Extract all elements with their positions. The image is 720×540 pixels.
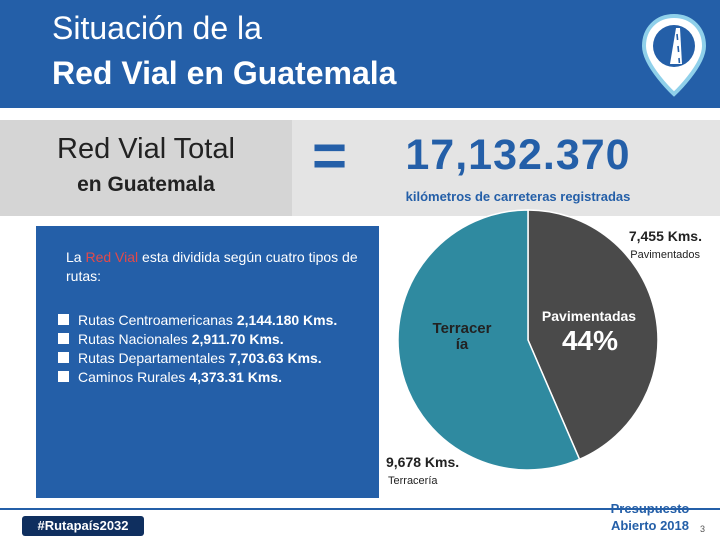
map-pin-road-icon [641,13,707,97]
list-item: Rutas Departamentales 7,703.63 Kms. [58,348,337,367]
pie-percent-pavimentadas: 44% [562,325,618,356]
route-value: 4,373.31 Kms. [189,368,282,385]
pie-slice-terraceria [397,209,581,471]
route-label: Rutas Nacionales [78,330,188,347]
route-label: Rutas Centroamericanas [78,311,233,328]
total-kilometers: 17,132.370 [405,131,631,179]
red-vial-location-label: en Guatemala [77,173,215,196]
intro-highlight: Red Vial [85,249,139,265]
pie-slices [397,209,659,471]
square-bullet-icon [58,371,69,382]
pie-value-label-terraceria: 9,678 Kms. [386,454,459,470]
route-list: Rutas Centroamericanas 2,144.180 Kms. Rut… [58,310,337,386]
header-divider [0,112,720,118]
title-line-2: Red Vial en Guatemala [52,55,397,91]
route-types-intro: La Red Vial esta dividida según cuatro t… [66,248,366,286]
route-value: 7,703.63 Kms. [229,349,322,366]
title-line-1: Situación de la [52,10,262,46]
pie-caption-pavimentadas: Pavimentados [630,249,700,261]
pie-label-terraceria-line-2: ía [456,336,469,353]
presupuesto-line-2: Abierto 2018 [610,518,690,533]
list-item: Caminos Rurales 4,373.31 Kms. [58,367,337,386]
footer-divider [0,508,720,510]
list-item: Rutas Centroamericanas 2,144.180 Kms. [58,310,337,329]
pie-value-label-pavimentadas: 7,455 Kms. [629,228,702,244]
hashtag-badge: #Rutapaís2032 [22,516,144,536]
square-bullet-icon [58,333,69,344]
header-banner: Situación de la Red Vial en Guatemala [0,0,720,108]
presupuesto-line-1: Presupuesto [610,501,690,516]
route-label: Rutas Departamentales [78,349,226,366]
equals-sign: = [312,122,348,189]
intro-text-start: La [66,249,86,265]
pie-label-pavimentadas: Pavimentadas [542,308,636,324]
route-value: 2,144.180 Kms. [236,311,338,328]
slide-number: 3 [700,524,706,534]
summary-label-panel [0,120,292,216]
intro-text-end: esta dividida según cuatro tipos de ruta… [66,249,358,284]
pie-caption-terraceria: Terracería [388,475,438,487]
square-bullet-icon [58,314,69,325]
red-vial-total-label: Red Vial Total [57,133,235,165]
list-item: Rutas Nacionales 2,911.70 Kms. [58,329,337,348]
pie-label-terraceria-line-1: Terracer [433,320,492,337]
route-types-panel: La Red Vial esta dividida según cuatro t… [36,226,379,498]
total-kilometers-description: kilómetros de carreteras registradas [405,189,631,204]
pie-slice-pavimentadas [527,209,659,461]
route-label: Caminos Rurales [78,368,186,385]
square-bullet-icon [58,352,69,363]
route-value: 2,911.70 Kms. [191,330,284,347]
